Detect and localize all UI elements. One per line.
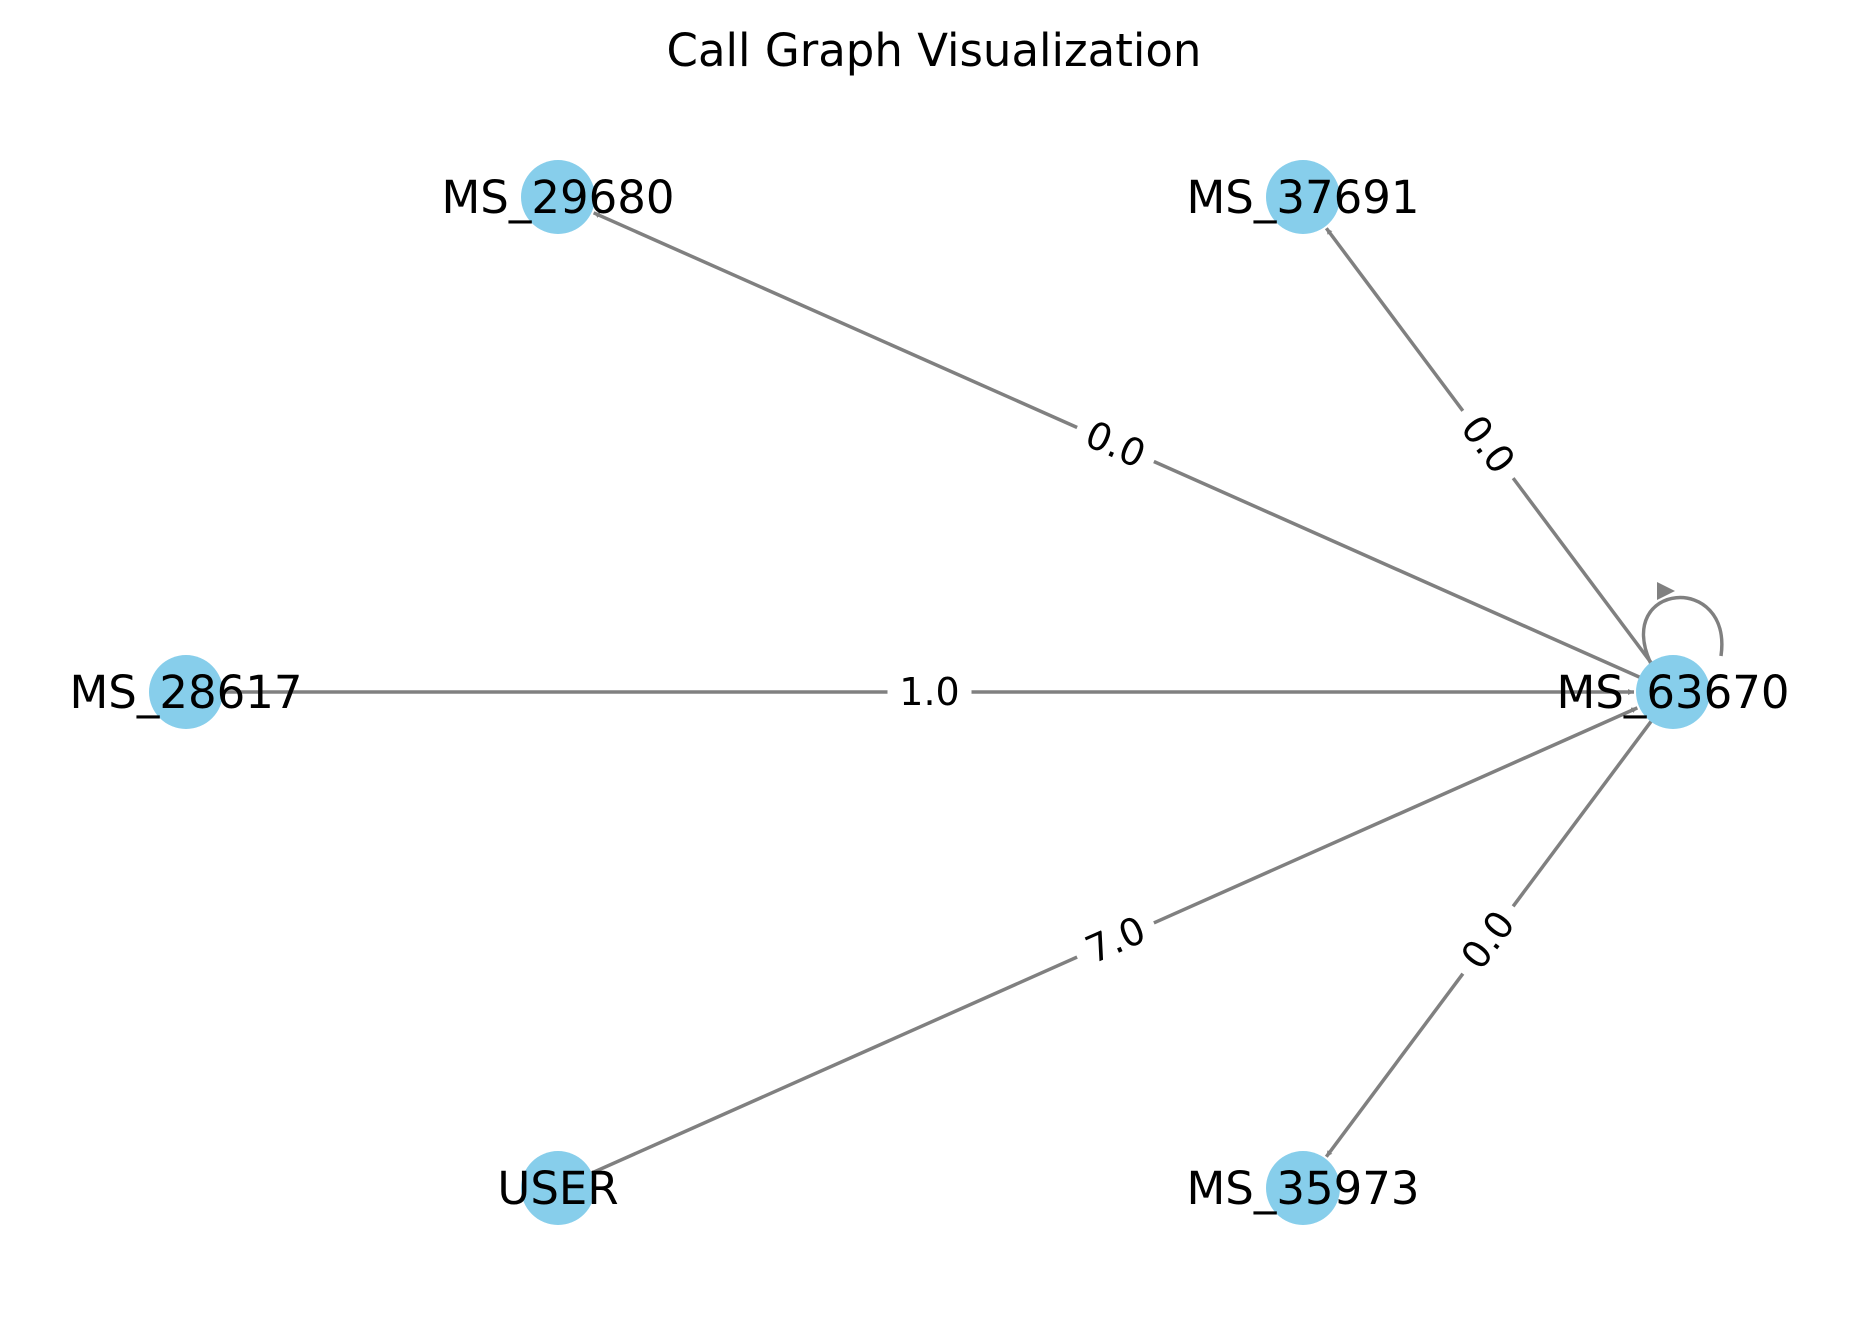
- node-ms-28617: MS_28617: [69, 655, 303, 729]
- node-ms-29680: MS_29680: [441, 160, 675, 234]
- edge-ms-63670-self-loop: [1642, 596, 1724, 665]
- edge-label: 1.0: [899, 670, 959, 714]
- node-label: MS_29680: [441, 171, 674, 224]
- edge-label-group: 1.0: [887, 666, 972, 718]
- graph-title: Call Graph Visualization: [667, 24, 1202, 77]
- edge-label-background: [887, 666, 972, 718]
- self-loop-arrowhead: [1657, 582, 1675, 600]
- edge-label-group: 0.0: [1442, 890, 1534, 990]
- node-label: MS_63670: [1556, 666, 1789, 719]
- node-circle: [1266, 1151, 1340, 1225]
- node-user: USER: [497, 1151, 619, 1225]
- edge-label-background: [1066, 403, 1165, 486]
- node-circle: [1266, 160, 1340, 234]
- edge-label-group: 0.0: [1066, 403, 1165, 486]
- node-circle: [521, 160, 595, 234]
- node-ms-63670: MS_63670: [1556, 655, 1790, 729]
- edge-label-background: [1442, 395, 1534, 494]
- nodes-layer: MS_29680 MS_37691 MS_28617 MS_63670 USER MS_3…: [69, 160, 1790, 1225]
- node-label: MS_28617: [69, 666, 302, 719]
- node-ms-37691: MS_37691: [1186, 160, 1420, 234]
- node-ms-35973: MS_35973: [1186, 1151, 1420, 1225]
- node-label: MS_37691: [1186, 171, 1419, 224]
- edge-label-background: [1442, 890, 1534, 990]
- node-label: USER: [497, 1162, 618, 1215]
- node-circle: [1636, 655, 1710, 729]
- node-circle: [521, 1151, 595, 1225]
- edge-label-group: 7.0: [1066, 899, 1165, 981]
- edge-label-background: [1066, 899, 1165, 981]
- node-circle: [149, 655, 223, 729]
- edge-label-group: 0.0: [1442, 395, 1534, 494]
- node-label: MS_35973: [1186, 1162, 1419, 1215]
